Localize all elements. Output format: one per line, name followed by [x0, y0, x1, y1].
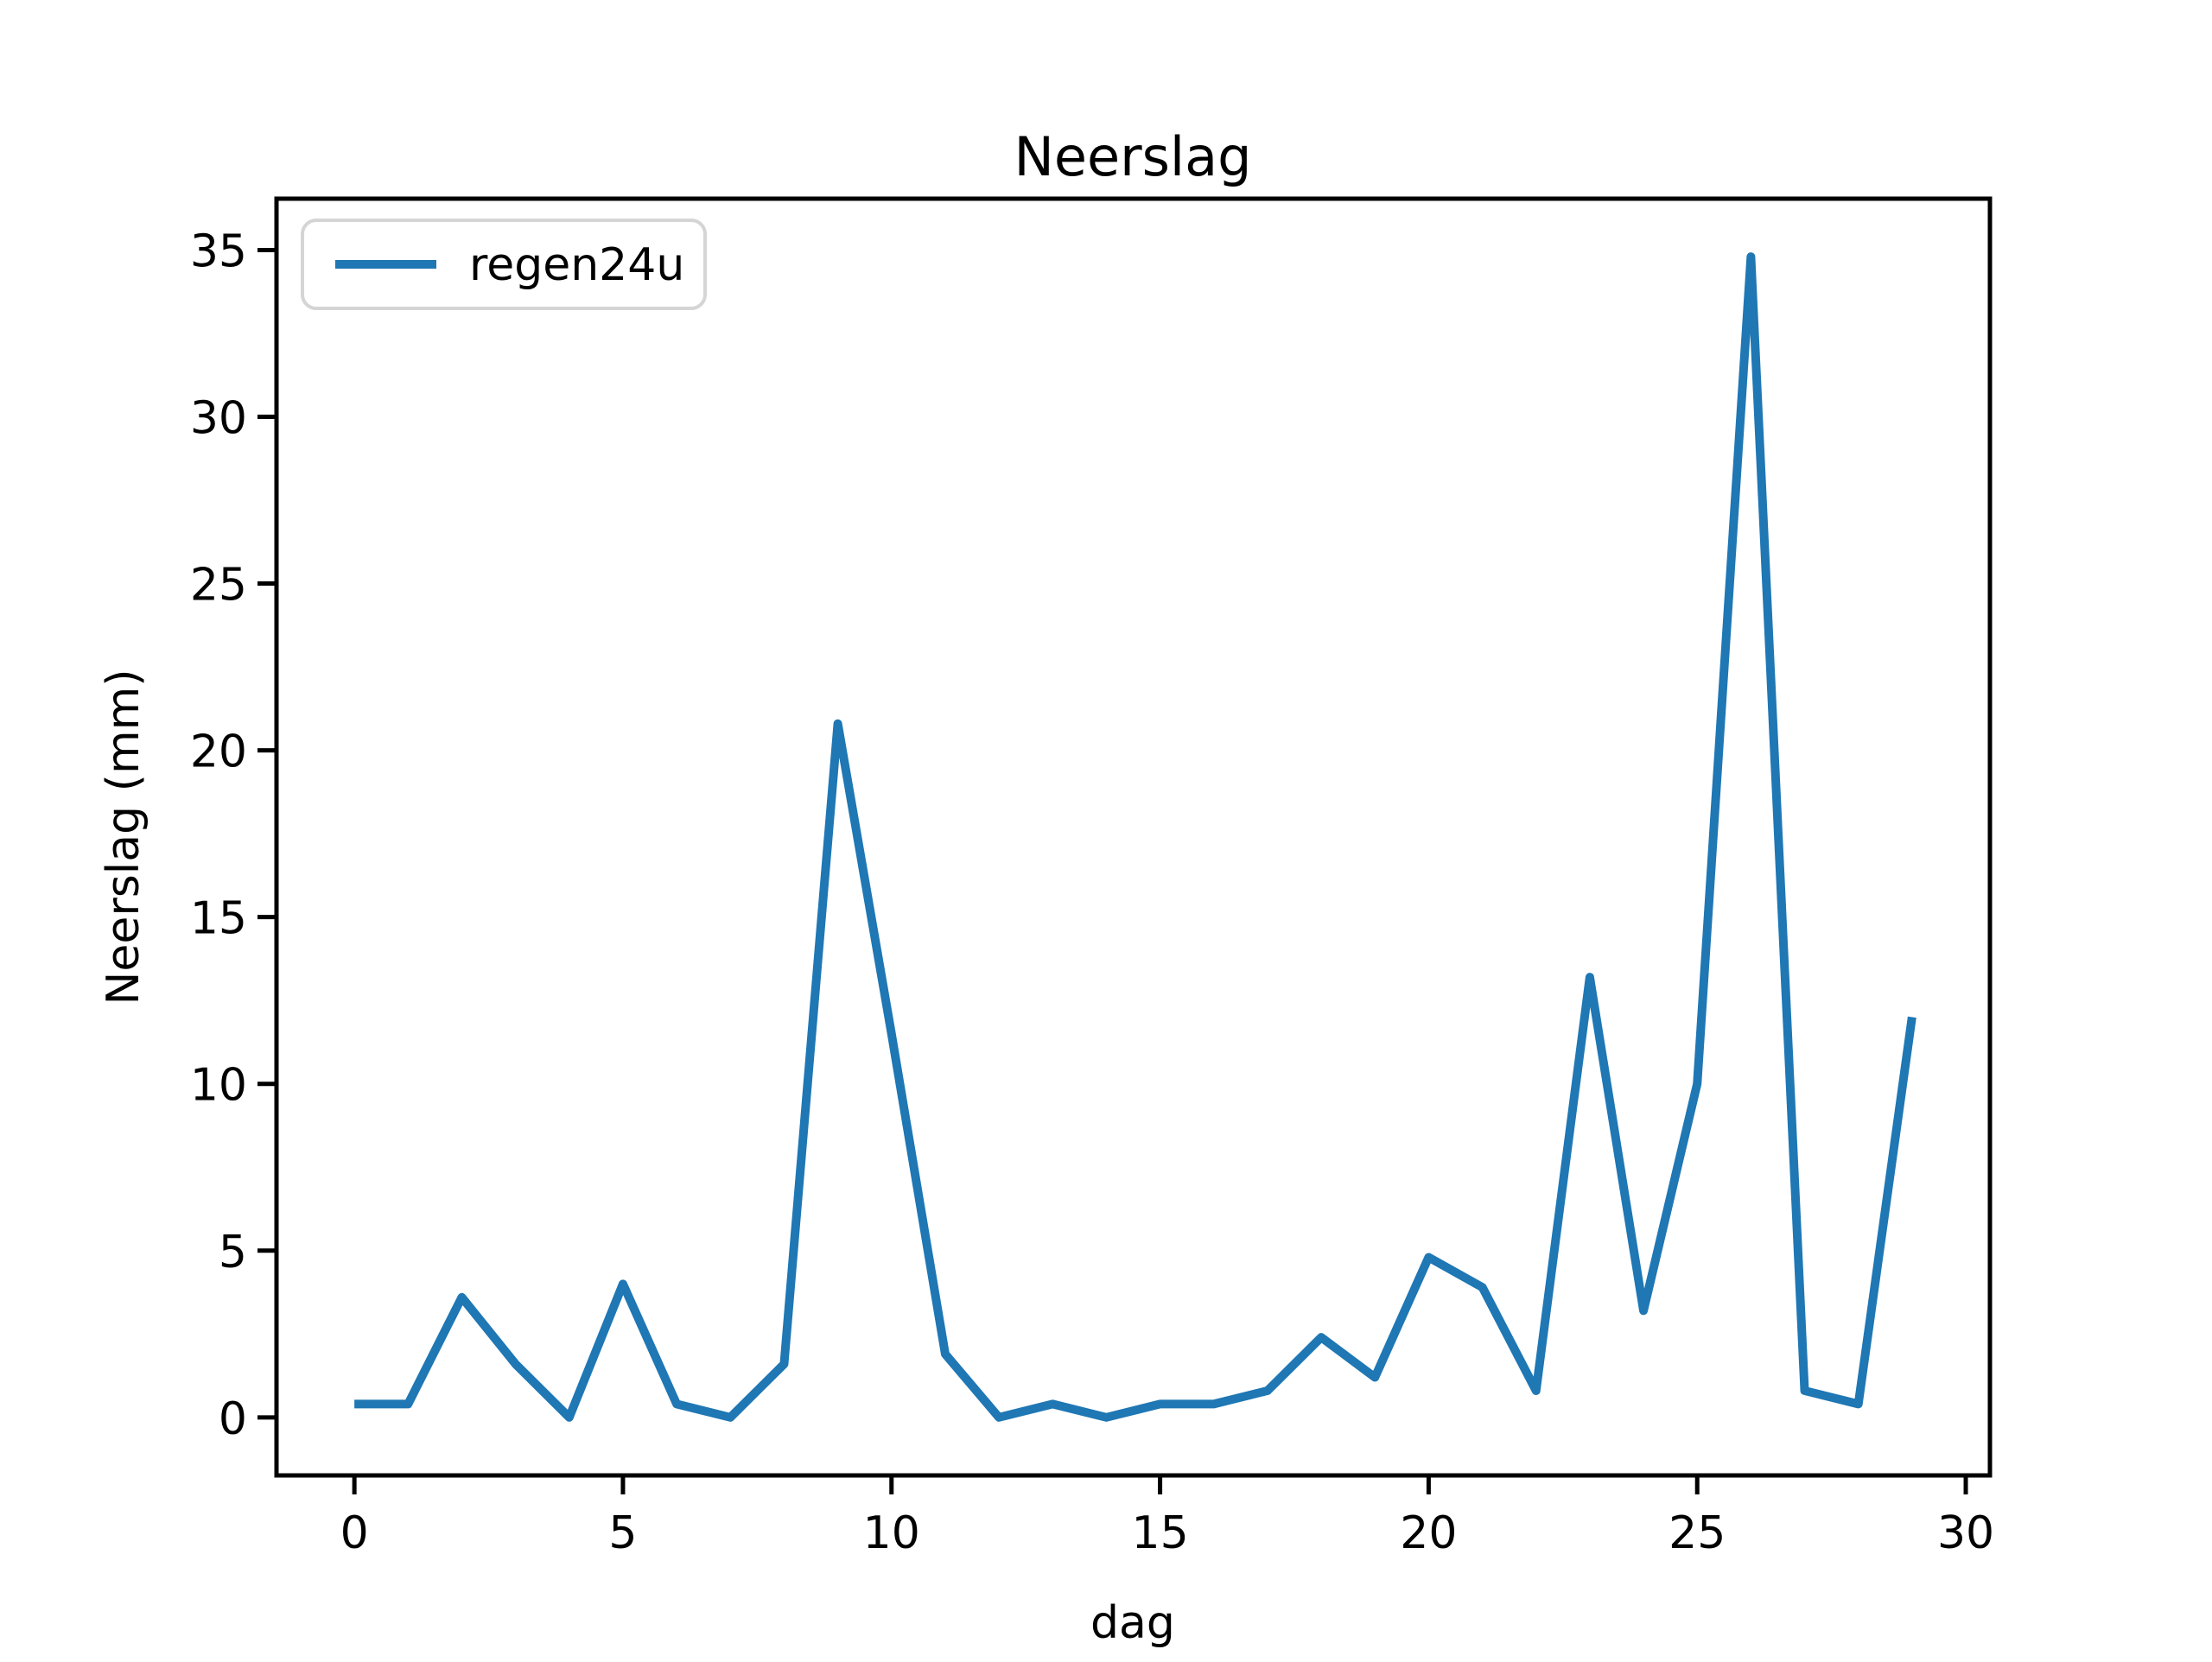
y-tick-label: 20 — [190, 726, 247, 778]
legend-box — [301, 219, 707, 310]
legend: regen24u — [301, 219, 707, 310]
x-axis-ticks: 0 5 10 15 20 25 30 — [340, 1475, 1994, 1559]
chart-title: Neerslag — [1014, 125, 1251, 188]
y-tick-label: 0 — [219, 1393, 247, 1445]
y-tick-label: 25 — [190, 560, 247, 612]
legend-label: regen24u — [469, 239, 684, 291]
y-axis-ticks: 0 5 10 15 20 25 30 35 — [190, 225, 276, 1445]
x-tick-label: 0 — [340, 1507, 369, 1559]
x-tick-label: 5 — [608, 1507, 637, 1559]
x-tick-label: 15 — [1131, 1507, 1188, 1559]
x-tick-label: 25 — [1669, 1507, 1726, 1559]
y-axis-label: Neerslag (mm) — [98, 669, 149, 1005]
x-tick-label: 10 — [863, 1507, 920, 1559]
x-tick-label: 30 — [1937, 1507, 1994, 1559]
y-tick-label: 15 — [190, 893, 247, 945]
y-tick-label: 30 — [190, 393, 247, 445]
x-tick-label: 20 — [1400, 1507, 1457, 1559]
y-tick-label: 35 — [190, 225, 247, 277]
plot-area-spines — [274, 196, 1993, 1478]
regen24u-series-line — [354, 252, 1916, 1422]
x-axis-label: dag — [1090, 1597, 1175, 1649]
y-tick-label: 10 — [190, 1060, 247, 1112]
y-tick-label: 5 — [219, 1227, 247, 1278]
